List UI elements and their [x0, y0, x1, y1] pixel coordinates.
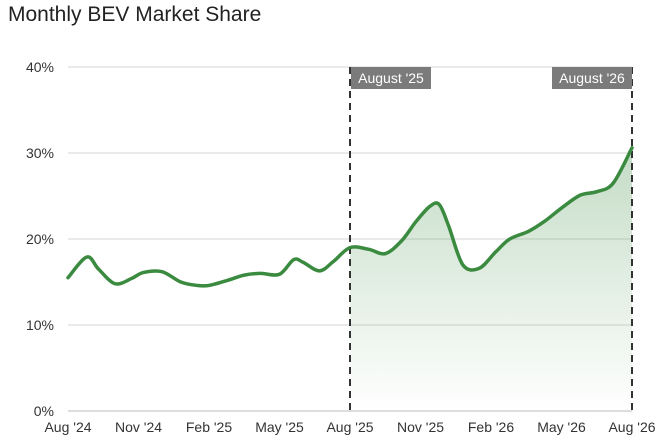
y-tick-label: 10% — [26, 317, 54, 333]
y-tick-label: 40% — [26, 59, 54, 75]
y-tick-label: 20% — [26, 231, 54, 247]
y-tick-label: 30% — [26, 145, 54, 161]
x-tick-label: Aug '26 — [608, 419, 655, 435]
marker-label: August '26 — [559, 70, 625, 86]
x-tick-label: Aug '25 — [326, 419, 373, 435]
marker-label: August '25 — [358, 70, 424, 86]
x-tick-label: Feb '25 — [186, 419, 232, 435]
series-line — [66, 146, 634, 288]
area-fill — [350, 147, 632, 411]
y-tick-label: 0% — [34, 403, 54, 419]
x-tick-label: Aug '24 — [44, 419, 91, 435]
x-tick-label: Nov '25 — [397, 419, 444, 435]
marker-label-box — [351, 67, 431, 89]
x-tick-label: Nov '24 — [115, 419, 162, 435]
chart-title: Monthly BEV Market Share — [8, 3, 262, 26]
x-tick-label: Feb '26 — [468, 419, 514, 435]
x-tick-label: May '25 — [255, 419, 304, 435]
x-tick-label: May '26 — [537, 419, 586, 435]
marker-label-box — [552, 67, 632, 89]
